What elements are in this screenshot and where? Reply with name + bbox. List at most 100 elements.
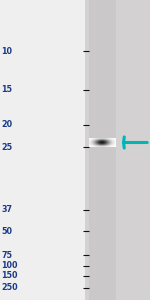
Bar (99, 143, 100, 144)
Bar (109, 143, 110, 144)
Bar (108, 142, 109, 143)
Bar (110, 142, 111, 143)
Bar (107, 145, 108, 146)
Bar (108, 144, 109, 145)
Bar (94, 139, 95, 140)
Bar (110, 143, 111, 144)
Bar (100, 143, 101, 144)
Bar (98, 143, 99, 144)
Bar (102, 142, 103, 143)
Bar (106, 138, 107, 139)
Bar (101, 142, 102, 143)
Bar (92, 141, 93, 142)
Bar (102, 142, 103, 143)
Bar (100, 139, 101, 140)
Bar (106, 140, 107, 141)
Bar (107, 143, 108, 144)
Bar (100, 140, 101, 141)
Bar (89, 144, 90, 145)
Bar (106, 143, 107, 144)
Bar (100, 143, 101, 144)
Bar (103, 144, 104, 145)
Bar (102, 145, 103, 146)
Bar (112, 140, 113, 141)
Bar (113, 138, 114, 139)
Bar (103, 142, 104, 143)
Bar (114, 141, 115, 142)
Bar (93, 143, 94, 144)
Bar (88, 143, 89, 144)
Bar (93, 138, 94, 139)
Bar (91, 139, 92, 140)
Bar (110, 144, 111, 145)
Bar (112, 139, 113, 140)
Bar (103, 142, 104, 143)
Bar (109, 139, 110, 140)
Bar (109, 146, 110, 147)
Bar (106, 139, 107, 140)
Bar (96, 142, 97, 143)
Bar (94, 142, 95, 143)
Bar (101, 139, 102, 140)
Bar (108, 144, 109, 145)
Bar (99, 138, 100, 139)
Bar (99, 145, 100, 146)
Bar (100, 145, 101, 146)
Bar (115, 140, 116, 141)
Bar (94, 142, 95, 143)
Bar (95, 142, 96, 143)
Bar (101, 140, 102, 141)
Bar (89, 143, 90, 144)
Bar (112, 140, 113, 141)
Bar (91, 142, 92, 143)
Bar (111, 143, 112, 144)
Bar (112, 146, 113, 147)
Bar (115, 141, 116, 142)
Bar (105, 140, 106, 141)
Bar (111, 144, 112, 145)
Bar (94, 140, 95, 141)
Bar (89, 142, 90, 143)
Bar (113, 142, 114, 143)
Bar (99, 146, 100, 147)
Bar (109, 142, 110, 143)
Bar (100, 141, 101, 142)
Bar (89, 143, 90, 144)
Bar (113, 145, 114, 146)
Bar (98, 146, 99, 147)
Bar (110, 146, 111, 147)
Bar (113, 146, 114, 147)
Bar (94, 140, 95, 141)
Bar (115, 146, 116, 147)
Bar (89, 141, 90, 142)
Bar (99, 145, 100, 146)
Bar (107, 138, 108, 139)
Bar (88, 0, 116, 300)
Bar (114, 143, 115, 144)
Bar (95, 140, 96, 141)
Bar (99, 139, 100, 140)
Bar (115, 143, 116, 144)
Bar (104, 144, 105, 145)
Bar (98, 142, 99, 143)
Bar (98, 141, 99, 142)
Bar (107, 146, 108, 147)
Bar (102, 146, 103, 147)
Bar (111, 142, 112, 143)
Bar (89, 143, 90, 144)
Bar (101, 142, 102, 143)
Bar (89, 142, 90, 143)
Bar (113, 140, 114, 141)
Bar (103, 146, 104, 147)
Bar (101, 145, 102, 146)
Bar (111, 145, 112, 146)
Bar (92, 139, 93, 140)
Bar (90, 140, 91, 141)
Bar (115, 141, 116, 142)
Bar (93, 142, 94, 143)
Text: 100: 100 (2, 261, 18, 270)
Bar (91, 142, 92, 143)
Bar (100, 143, 101, 144)
Bar (100, 146, 101, 147)
Bar (112, 138, 113, 139)
